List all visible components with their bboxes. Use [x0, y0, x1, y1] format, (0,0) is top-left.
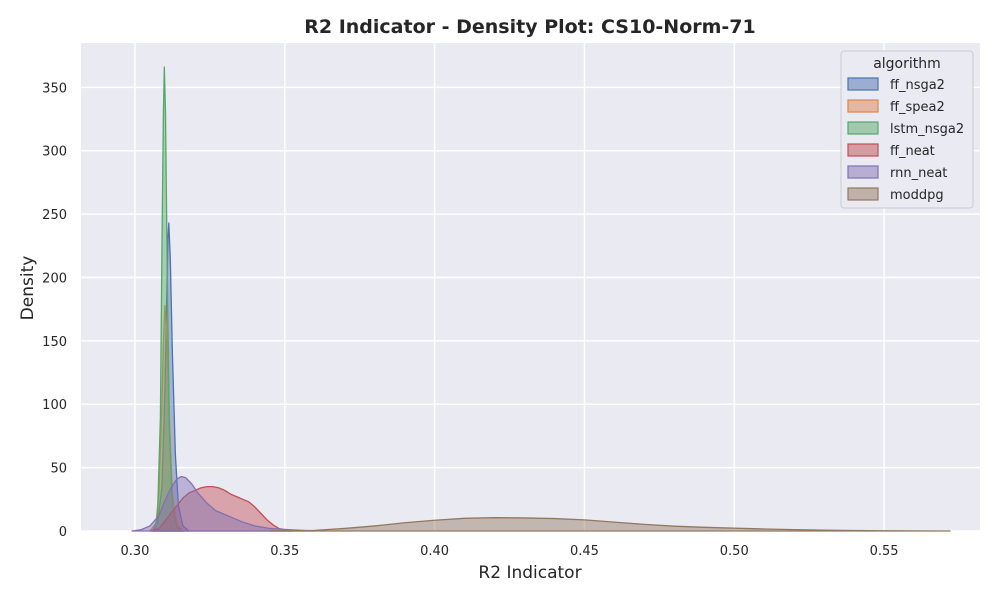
legend-swatch-ff-nsga2 — [847, 77, 879, 91]
y-tick-label: 100 — [42, 398, 67, 413]
y-tick-label: 300 — [42, 145, 67, 160]
x-axis-label: R2 Indicator — [478, 563, 581, 583]
legend-label-ff-neat: ff_neat — [890, 144, 935, 159]
x-axis-ticks: 0.30 0.35 0.40 0.45 0.50 0.55 — [120, 544, 898, 559]
legend-swatch-lstm-nsga2 — [847, 121, 879, 135]
legend-label-ff-spea2: ff_spea2 — [890, 100, 945, 115]
legend: algorithm ff_nsga2ff_spea2lstm_nsga2ff_n… — [840, 50, 974, 209]
y-axis-ticks: 0 50 100 150 200 250 300 350 — [42, 81, 67, 540]
x-tick-label: 0.40 — [420, 544, 449, 559]
legend-items: ff_nsga2 ff_spea2 lstm_nsga2 ff_neat rnn_nea… — [847, 77, 964, 203]
legend-label-lstm-nsga2: lstm_nsga2 — [890, 122, 964, 137]
legend-swatch-ff-spea2 — [847, 99, 879, 113]
y-axis-label: Density — [18, 256, 38, 321]
legend-swatch-rnn-neat — [847, 165, 879, 179]
y-tick-label: 150 — [42, 335, 67, 350]
density-area-ff-nsga2 — [152, 222, 190, 532]
x-tick-label: 0.35 — [270, 544, 299, 559]
plot-background — [81, 43, 980, 531]
y-tick-label: 200 — [42, 271, 67, 286]
x-tick-label: 0.45 — [570, 544, 599, 559]
x-tick-label: 0.55 — [870, 544, 899, 559]
density-area-moddpg — [269, 517, 951, 532]
density-area-lstm-nsga2 — [152, 66, 184, 532]
y-tick-label: 0 — [59, 525, 67, 540]
legend-swatch-moddpg — [847, 187, 879, 201]
legend-label-moddpg: moddpg — [890, 188, 944, 203]
chart-title: R2 Indicator - Density Plot: CS10-Norm-7… — [304, 16, 756, 38]
y-tick-label: 250 — [42, 208, 67, 223]
y-tick-label: 50 — [50, 462, 67, 477]
legend-label-ff-nsga2: ff_nsga2 — [890, 78, 945, 93]
legend-title: algorithm — [873, 56, 941, 72]
grid-lines — [81, 43, 980, 532]
legend-label-rnn-neat: rnn_neat — [890, 166, 947, 181]
x-tick-label: 0.50 — [720, 544, 749, 559]
y-tick-label: 350 — [42, 81, 67, 96]
density-area-rnn-neat — [131, 475, 316, 532]
density-areas — [131, 66, 951, 532]
legend-swatch-ff-neat — [847, 143, 879, 157]
x-tick-label: 0.30 — [120, 544, 149, 559]
density-area-ff-neat — [149, 485, 292, 532]
